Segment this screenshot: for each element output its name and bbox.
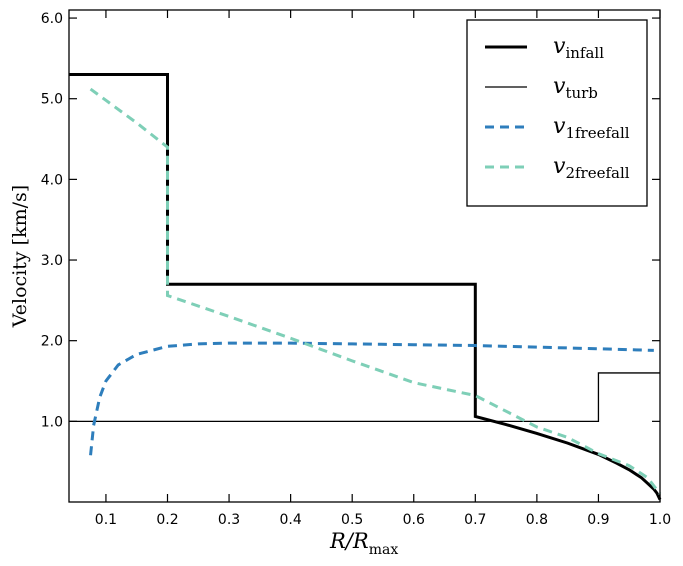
- legend-label-infall: vinfall: [553, 34, 604, 62]
- series-line-1freefall: [89, 341, 654, 456]
- legend-label-sub: infall: [565, 44, 604, 62]
- x-axis-label: R/Rmax: [329, 529, 398, 558]
- y-tick-label: 4.0: [41, 172, 63, 188]
- legend-label-sub: 2freefall: [565, 164, 629, 182]
- series-layer: [69, 73, 662, 501]
- legend-box: [466, 19, 648, 207]
- x-tick-label: 1.0: [649, 512, 671, 528]
- legend-label-2freefall: v2freefall: [553, 154, 630, 182]
- x-axis-label-main: R/R: [329, 529, 369, 553]
- x-tick-label: 0.2: [156, 512, 178, 528]
- y-tick-label: 5.0: [41, 92, 63, 108]
- y-axis-label: Velocity [km/s]: [9, 185, 31, 328]
- legend-label-sub: turb: [565, 84, 597, 102]
- x-tick-label: 0.1: [95, 512, 117, 528]
- y-tick-label: 2.0: [41, 334, 63, 350]
- series-line-infall: [69, 73, 662, 501]
- series-line-turb: [69, 372, 660, 422]
- legend-label-main: v: [553, 114, 566, 139]
- y-tick-label: 3.0: [41, 253, 63, 269]
- x-axis-label-sub: max: [369, 542, 399, 558]
- x-tick-label: 0.3: [218, 512, 240, 528]
- x-tick-label: 0.5: [341, 512, 363, 528]
- x-tick-label: 0.6: [403, 512, 425, 528]
- legend-label-turb: vturb: [553, 74, 598, 102]
- tick-layer: 0.1 0.2 0.3 0.4 0.5 0.6 0.7 0.8 0.9 1.0 1.0 2.0 3.0 4…: [41, 10, 671, 528]
- legend-label-main: v: [553, 74, 566, 99]
- series-line-2freefall: [89, 87, 662, 495]
- x-tick-label: 0.7: [464, 512, 486, 528]
- x-tick-label: 0.8: [526, 512, 548, 528]
- legend-label-1freefall: v1freefall: [553, 114, 630, 142]
- x-tick-label: 0.4: [279, 512, 301, 528]
- plot-frame: [68, 9, 661, 503]
- legend-label-main: v: [553, 34, 566, 59]
- legend-label-sub: 1freefall: [565, 124, 629, 142]
- y-tick-label: 6.0: [41, 11, 63, 27]
- y-tick-label: 1.0: [41, 414, 63, 430]
- x-tick-label: 0.9: [587, 512, 609, 528]
- legend-label-main: v: [553, 154, 566, 179]
